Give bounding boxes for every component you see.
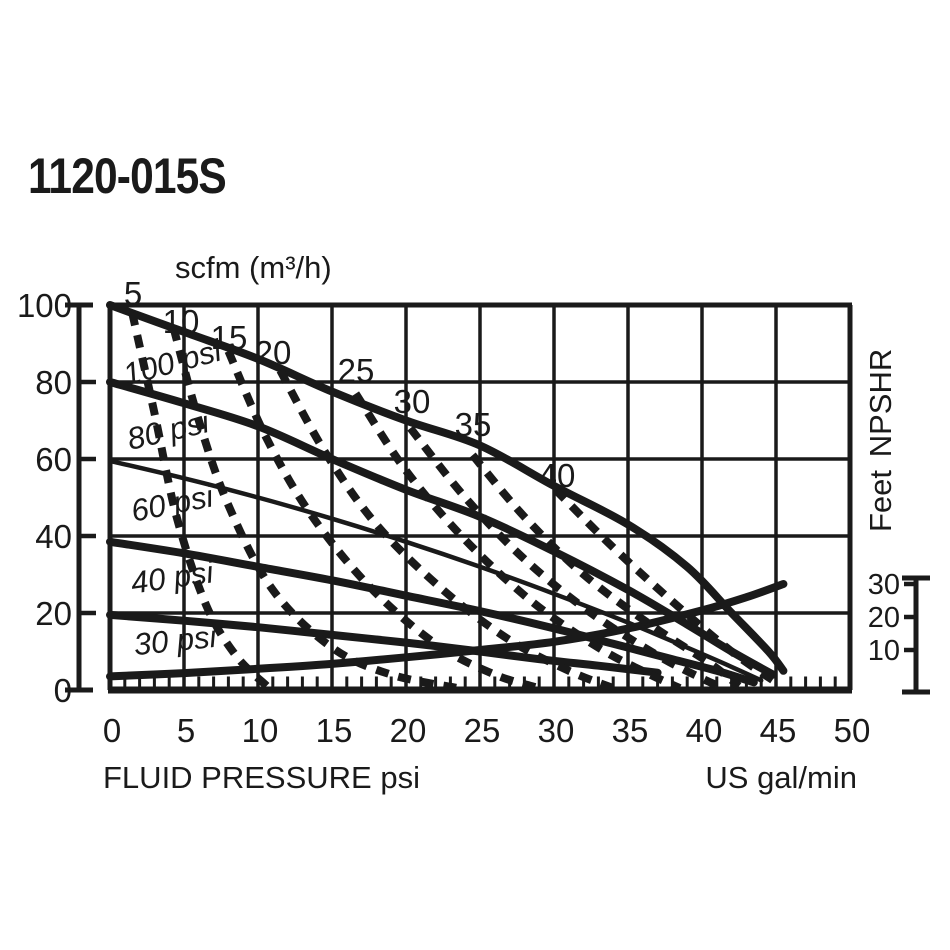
curve-air-80psi	[106, 378, 777, 679]
curve-scfm-40	[552, 486, 779, 686]
curve-scfm-10	[169, 327, 459, 693]
curve-scfm-20	[276, 368, 615, 692]
x-tick-label-35: 35	[612, 712, 649, 749]
npshr-tick-label-20: 20	[868, 602, 900, 634]
curve-scfm-5	[128, 311, 270, 690]
x-tick-label-5: 5	[177, 712, 195, 749]
curve-air-100psi	[106, 301, 788, 675]
y-tick-label-20: 20	[35, 595, 72, 632]
y-tick-label-80: 80	[35, 364, 72, 401]
curve-label-scfm-25: 25	[338, 352, 375, 389]
curve-scfm-35	[469, 452, 742, 690]
curve-label-scfm-35: 35	[455, 406, 492, 443]
x-tick-label-50: 50	[834, 712, 871, 749]
page-title: 1120-015S	[28, 148, 226, 204]
y-tick-label-0: 0	[54, 672, 72, 709]
x-tick-label-10: 10	[242, 712, 279, 749]
curve-air-60psi	[107, 458, 764, 683]
npshr-tick-label-10: 10	[868, 635, 900, 667]
curve-scfm-15	[224, 349, 541, 692]
curve-label-scfm-20: 20	[255, 334, 292, 371]
curve-label-scfm-30: 30	[394, 383, 431, 420]
curve-label-scfm-5: 5	[124, 275, 142, 312]
curve-label-scfm-15: 15	[211, 319, 248, 356]
top-axis-label: scfm (m³/h)	[175, 250, 332, 285]
x-tick-label-20: 20	[390, 712, 427, 749]
x-tick-label-40: 40	[686, 712, 723, 749]
curve-label-scfm-10: 10	[163, 303, 200, 340]
x-axis-title: US gal/min	[705, 760, 857, 795]
x-tick-label-30: 30	[538, 712, 575, 749]
curve-air-30psi	[106, 610, 662, 677]
y-tick-label-100: 100	[17, 287, 72, 324]
feet-axis-label: Feet	[863, 470, 898, 532]
x-tick-label-25: 25	[464, 712, 501, 749]
curve-label-air-30psi: 30 psi	[132, 619, 219, 663]
curve-label-scfm-40: 40	[539, 457, 576, 494]
y-axis-title: FLUID PRESSURE psi	[103, 760, 420, 795]
y-tick-label-40: 40	[35, 518, 72, 555]
npshr-tick-label-30: 30	[868, 569, 900, 601]
x-tick-label-0: 0	[103, 712, 121, 749]
npshr-axis-label: NPSHR	[863, 349, 898, 458]
curve-scfm-25	[352, 391, 682, 692]
y-tick-label-60: 60	[35, 441, 72, 478]
x-tick-label-15: 15	[316, 712, 353, 749]
curve-npshr	[106, 580, 788, 681]
x-tick-label-45: 45	[760, 712, 797, 749]
curve-layer	[106, 301, 788, 693]
